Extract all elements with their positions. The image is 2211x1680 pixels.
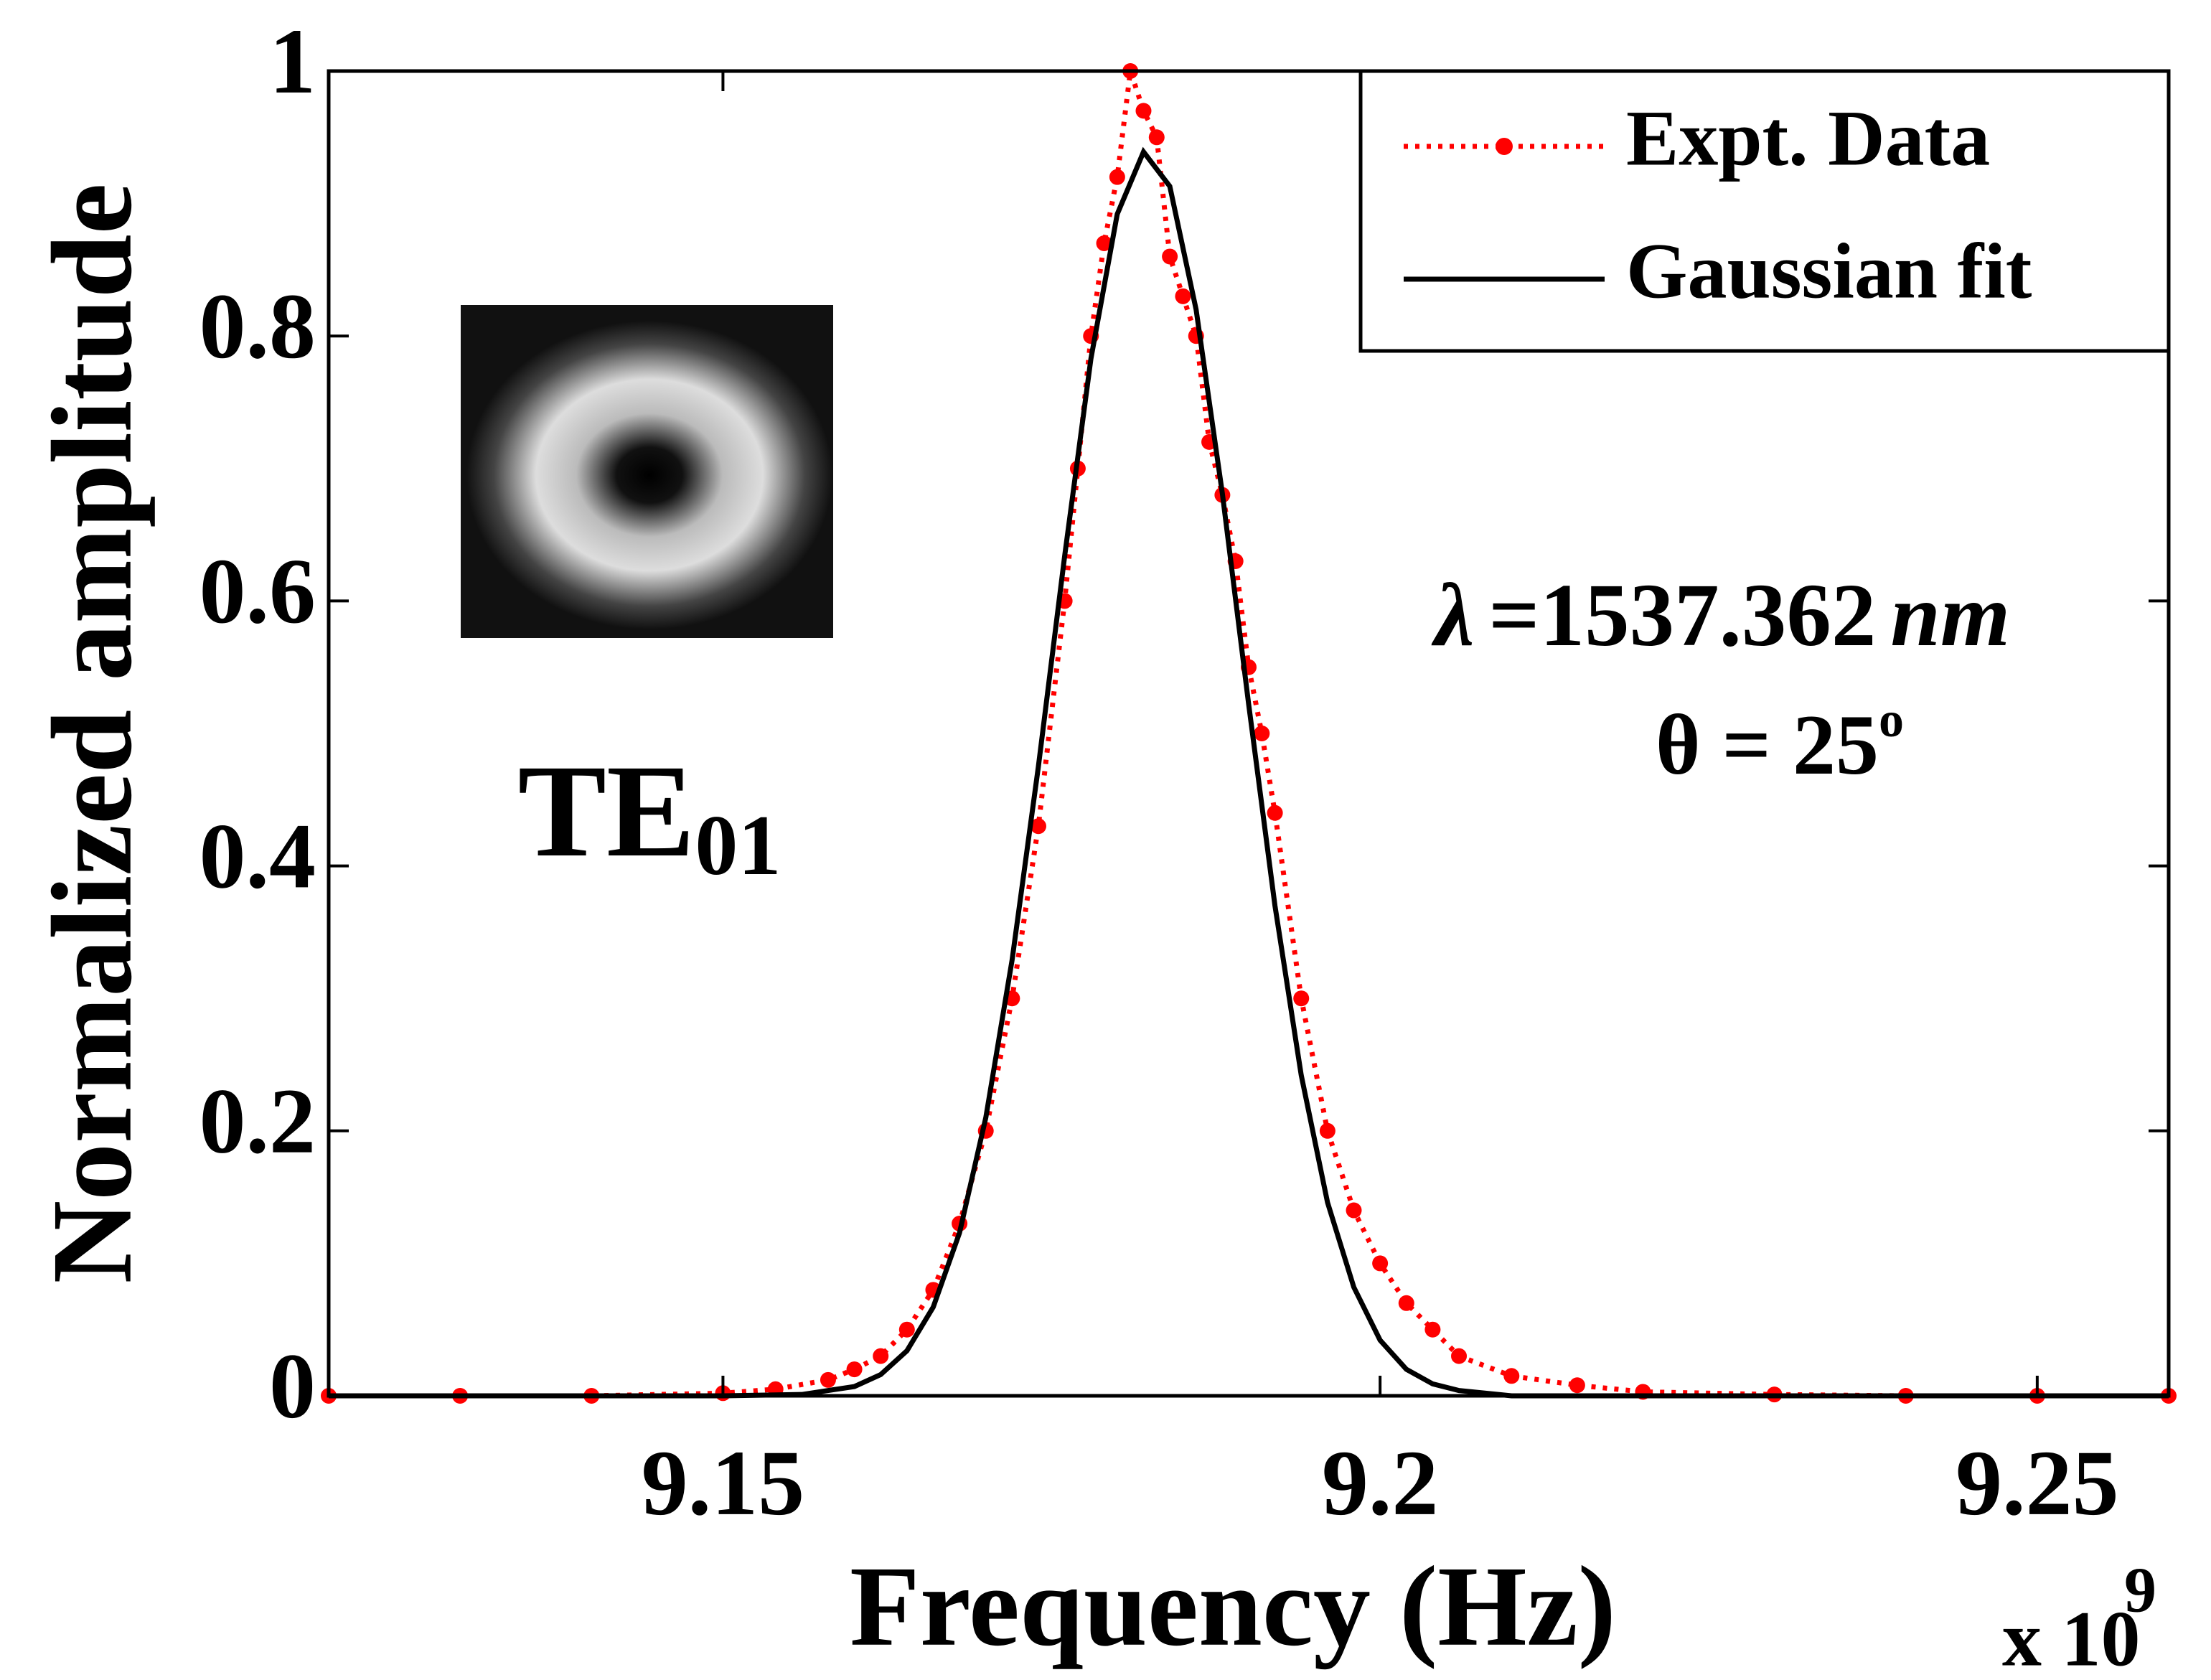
data-point — [898, 1321, 915, 1338]
legend-label: Gaussian fit — [1626, 227, 2032, 314]
mode-image — [461, 305, 833, 638]
data-point — [1398, 1295, 1414, 1311]
x-tick-label: 9.25 — [1956, 1432, 2119, 1535]
x-tick-label: 9.2 — [1322, 1432, 1439, 1535]
y-tick-label: 0.2 — [199, 1070, 316, 1173]
data-point — [846, 1361, 863, 1378]
y-tick-label: 1 — [269, 10, 316, 113]
data-point — [873, 1348, 889, 1364]
data-point — [1346, 1202, 1362, 1219]
data-point — [1135, 103, 1152, 119]
y-axis-label: Normalized amplitude — [28, 183, 156, 1283]
data-point — [1254, 726, 1270, 741]
y-tick-label: 0 — [269, 1335, 316, 1438]
legend-marker — [1496, 138, 1513, 155]
angle-label: θ = 25o — [1656, 693, 1904, 792]
data-point — [1451, 1348, 1468, 1364]
legend-label: Expt. Data — [1626, 94, 1990, 182]
data-point — [1503, 1368, 1520, 1384]
y-tick-label: 0.6 — [199, 540, 316, 643]
data-point — [1424, 1321, 1441, 1338]
mode-text: TE — [518, 738, 695, 885]
angle-superscript: o — [1879, 693, 1904, 748]
x-multiplier-exponent: 9 — [2124, 1555, 2156, 1626]
data-point — [1096, 235, 1112, 251]
series-line — [329, 70, 2169, 1399]
angle-text: θ = 25 — [1656, 697, 1879, 792]
wavelength-symbol: λ — [1431, 566, 1474, 665]
data-point — [820, 1371, 836, 1388]
x-tick-label: 9.15 — [642, 1432, 805, 1535]
wavelength-label: λ =1537.362 nm — [1431, 566, 2010, 665]
wavelength-unit: nm — [1890, 566, 2010, 665]
legend-box — [1358, 69, 2171, 353]
x-axis-label: Frequency (Hz) — [850, 1542, 1616, 1670]
data-point — [1319, 1122, 1335, 1139]
wavelength-value: =1537.362 — [1488, 566, 1876, 665]
data-point — [1569, 1377, 1585, 1394]
data-point — [1293, 990, 1310, 1007]
data-point — [1109, 169, 1125, 185]
data-point — [1162, 248, 1178, 265]
mode-label: TE01 — [518, 738, 781, 892]
mode-subscript: 01 — [695, 797, 781, 893]
y-tick-label: 0.4 — [199, 804, 316, 908]
data-point — [1372, 1255, 1389, 1272]
data-point — [1267, 804, 1283, 821]
x-multiplier: x 10 — [2002, 1595, 2141, 1680]
data-point — [1175, 288, 1191, 304]
y-tick-label: 0.8 — [199, 275, 316, 378]
data-point — [1148, 129, 1165, 146]
axes-frame — [327, 69, 2171, 1398]
data-point — [1030, 818, 1046, 835]
series-line — [329, 146, 2169, 1399]
